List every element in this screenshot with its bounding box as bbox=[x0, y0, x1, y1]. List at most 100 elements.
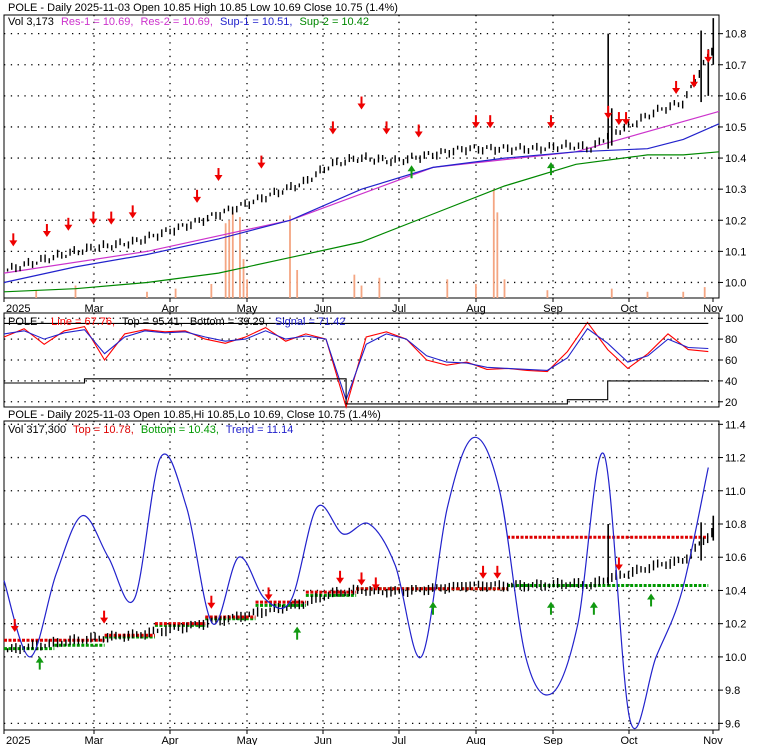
date-tick-label: 2025 bbox=[6, 735, 30, 745]
trend-axis-tick-label: 11.2 bbox=[725, 453, 746, 465]
date-tick-label: Apr bbox=[161, 303, 178, 315]
trend-panel: 11.4 11.2 11.0 10.8 10.6 10.4 10.2 10.0 9.8 9.6 2… bbox=[3, 409, 746, 745]
date-tick-label: Oct bbox=[620, 735, 637, 745]
date-tick-label: Jun bbox=[314, 303, 332, 315]
sell-arrow-head bbox=[107, 218, 116, 225]
sell-arrow-head bbox=[689, 81, 698, 88]
price-axis-tick-label: 10.8 bbox=[725, 29, 746, 41]
date-tick-label: Aug bbox=[466, 735, 486, 745]
series-sup-1 bbox=[3, 123, 720, 284]
trend-axis-ticks: 11.4 11.2 11.0 10.8 10.6 10.4 10.2 10.0 9.8 9.6 bbox=[719, 419, 746, 730]
stochastic-series-signal bbox=[3, 327, 709, 402]
series-sup-2 bbox=[3, 151, 720, 293]
trend-axis-tick-label: 11.0 bbox=[725, 486, 746, 498]
trend-axis-tick-label: 11.4 bbox=[725, 419, 746, 431]
trend-series-line bbox=[3, 436, 709, 730]
date-tick-label: May bbox=[237, 735, 258, 745]
trend-buy-arrow-head bbox=[35, 656, 44, 663]
date-tick-label: Mar bbox=[85, 735, 104, 745]
stochastic-series-line bbox=[3, 321, 709, 409]
trend-buy-arrow-head bbox=[293, 626, 302, 633]
buy-arrow-head bbox=[407, 165, 416, 172]
trend-sell-arrow-head bbox=[493, 572, 502, 579]
trend-axis-tick-label: 10.4 bbox=[725, 585, 746, 597]
sell-arrow-head bbox=[42, 231, 51, 238]
top-bottom-levels bbox=[4, 535, 709, 651]
sell-arrow-head bbox=[672, 87, 681, 94]
support-resistance-lines bbox=[3, 110, 720, 293]
buy-arrow-head bbox=[546, 162, 555, 169]
trend-legend-bottom: Bottom = 10.43, bbox=[141, 424, 219, 436]
price-axis-tick-label: 10.2 bbox=[725, 215, 746, 227]
sell-arrow-head bbox=[471, 122, 480, 129]
trend-date-axis-ticks: 2025 Mar Apr May Jun Jul Aug Sep Oct Nov bbox=[3, 730, 723, 745]
sell-arrow-head bbox=[214, 175, 223, 182]
price-axis-tick-label: 10.4 bbox=[725, 153, 746, 165]
trend-sell-arrow-head bbox=[371, 584, 380, 591]
trend-axis-tick-label: 10.2 bbox=[725, 619, 746, 631]
trend-sell-arrow-head bbox=[479, 572, 488, 579]
trend-legend-top: Top = 10.78, bbox=[73, 424, 134, 436]
trend-buy-arrow-head bbox=[429, 601, 437, 608]
price-axis-tick-label: 10.0 bbox=[725, 277, 746, 289]
volume-bars bbox=[35, 189, 706, 298]
date-tick-label: Sep bbox=[543, 303, 563, 315]
trend-axis-tick-label: 9.6 bbox=[725, 718, 740, 730]
stochastic-series-bottom bbox=[4, 378, 709, 405]
trend-legend-volume: Vol 317,300 bbox=[8, 424, 66, 436]
sell-arrow-head bbox=[357, 103, 366, 110]
price-bars bbox=[6, 18, 715, 273]
date-axis-ticks: 2025 Mar Apr May Jun Jul Aug Sep Oct Nov bbox=[3, 298, 723, 315]
price-axis-ticks: 10.8 10.7 10.6 10.5 10.4 10.3 10.2 10.1 10.0 bbox=[719, 29, 746, 289]
sell-arrow-head bbox=[546, 122, 555, 129]
price-axis-tick-label: 10.1 bbox=[725, 246, 746, 258]
trend-axis-tick-label: 10.0 bbox=[725, 652, 746, 664]
stochastic-axis-tick-label: 100 bbox=[725, 313, 743, 325]
date-tick-label: Oct bbox=[620, 303, 637, 315]
stochastic-legend: POLE - Line = 67.76, Top = 95.41, Bottom… bbox=[8, 316, 346, 328]
trend-legend: Vol 317,300 Top = 10.78, Bottom = 10.43,… bbox=[8, 424, 293, 436]
stochastic-axis-tick-label: 40 bbox=[725, 376, 737, 388]
sell-arrow-head bbox=[604, 112, 613, 119]
trend-panel-title: POLE - Daily 2025-11-03 Open 10.85,Hi 10… bbox=[8, 409, 381, 421]
date-tick-label: Nov bbox=[703, 735, 723, 745]
sell-arrow-head bbox=[486, 122, 495, 129]
trend-line bbox=[3, 436, 709, 730]
price-panel-title: POLE - Daily 2025-11-03 Open 10.85 High … bbox=[8, 2, 398, 14]
trend-price-bars bbox=[6, 515, 715, 655]
stochastic-panel: 100 80 60 40 20 POLE - Line = 67.76, Top = 9… bbox=[3, 312, 743, 409]
signal-arrows bbox=[9, 49, 713, 247]
sell-arrow-head bbox=[414, 131, 423, 138]
trend-sell-arrow-head bbox=[614, 564, 623, 571]
trend-buy-arrow-head bbox=[589, 601, 598, 608]
legend-res1: Res-1 = 10.69, bbox=[61, 16, 133, 28]
trend-axis-tick-label: 9.8 bbox=[725, 685, 740, 697]
date-tick-label: Jun bbox=[314, 735, 332, 745]
date-tick-label: Mar bbox=[85, 303, 104, 315]
date-tick-label: Nov bbox=[703, 303, 723, 315]
sell-arrow-head bbox=[328, 128, 337, 135]
trend-signal-arrows bbox=[10, 557, 656, 670]
stochastic-legend-name: POLE - bbox=[8, 316, 44, 328]
stochastic-legend-top: Top = 95.41, bbox=[122, 316, 183, 328]
stochastic-axis-tick-label: 60 bbox=[725, 355, 737, 367]
trend-legend-trend: Trend = 11.14 bbox=[226, 424, 294, 436]
legend-sup2: Sup-2 = 10.42 bbox=[300, 16, 369, 28]
trend-sell-arrow-head bbox=[10, 625, 19, 632]
trend-sell-arrow-head bbox=[357, 579, 366, 586]
trend-buy-arrow-head bbox=[546, 601, 555, 608]
price-axis-tick-label: 10.7 bbox=[725, 60, 746, 72]
sell-arrow-head bbox=[89, 218, 98, 225]
stochastic-axis-tick-label: 80 bbox=[725, 334, 737, 346]
stochastic-legend-signal: Signal = 71.42 bbox=[275, 316, 346, 328]
price-axis-tick-label: 10.3 bbox=[725, 184, 746, 196]
stochastic-legend-line: Line = 67.76, bbox=[51, 316, 115, 328]
price-axis-tick-label: 10.6 bbox=[725, 91, 746, 103]
date-tick-label: Jul bbox=[392, 735, 406, 745]
sell-arrow-head bbox=[704, 56, 713, 63]
stochastic-legend-bottom: Bottom = 39.29, bbox=[190, 316, 268, 328]
sell-arrow-head bbox=[622, 119, 631, 126]
date-tick-label: Sep bbox=[543, 735, 563, 745]
price-panel: 10.8 10.7 10.6 10.5 10.4 10.3 10.2 10.1 10.0 202… bbox=[3, 2, 746, 315]
